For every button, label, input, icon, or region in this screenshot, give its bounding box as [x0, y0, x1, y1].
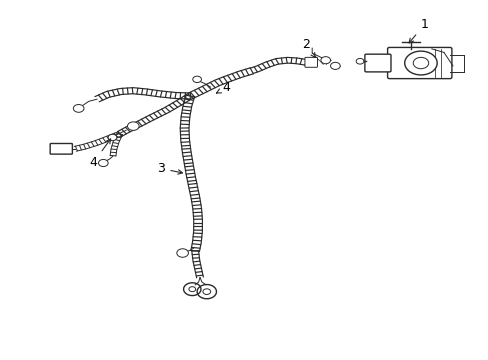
- Circle shape: [127, 122, 139, 130]
- Circle shape: [330, 62, 340, 69]
- Circle shape: [177, 249, 188, 257]
- Text: 4: 4: [216, 81, 229, 94]
- Circle shape: [188, 287, 195, 292]
- Circle shape: [73, 104, 84, 112]
- FancyBboxPatch shape: [50, 144, 72, 154]
- Text: 3: 3: [157, 162, 182, 175]
- Circle shape: [320, 57, 330, 64]
- Circle shape: [412, 57, 428, 69]
- FancyBboxPatch shape: [364, 54, 390, 72]
- Circle shape: [108, 134, 117, 141]
- FancyBboxPatch shape: [387, 48, 451, 78]
- Text: 1: 1: [408, 18, 427, 43]
- FancyBboxPatch shape: [305, 57, 317, 67]
- Circle shape: [355, 58, 363, 64]
- Circle shape: [404, 51, 436, 75]
- Text: 2: 2: [302, 38, 315, 57]
- Circle shape: [98, 159, 108, 167]
- Circle shape: [192, 76, 201, 82]
- Text: 4: 4: [89, 139, 110, 169]
- Circle shape: [203, 289, 210, 294]
